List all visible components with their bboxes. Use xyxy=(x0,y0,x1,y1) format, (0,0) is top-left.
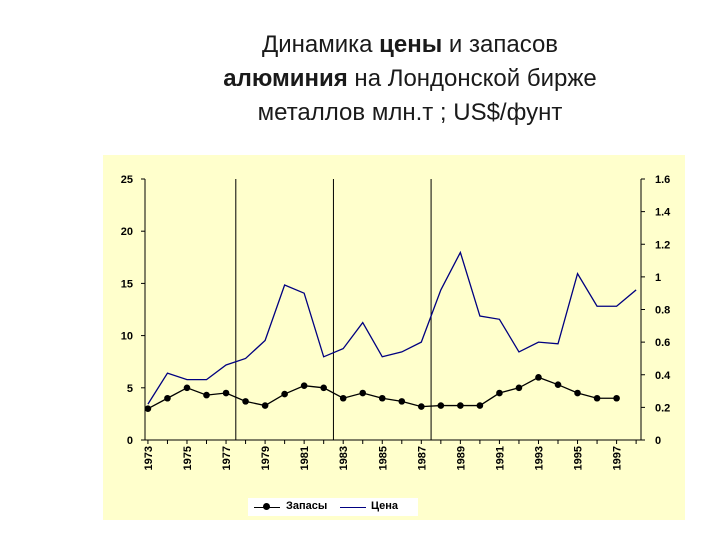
data-point-stocks xyxy=(554,381,562,388)
y-right-tick-label: 0.4 xyxy=(655,370,671,382)
title-text: Динамика xyxy=(261,31,380,58)
x-tick-label: 1987 xyxy=(416,446,428,470)
data-point-stocks xyxy=(476,402,484,409)
title-line-3: металлов млн.т ; US$/фунт xyxy=(160,96,660,130)
legend: Запасы Цена xyxy=(248,498,418,516)
data-point-stocks xyxy=(300,382,308,390)
data-point-stocks xyxy=(574,389,581,397)
y-right-tick-label: 0 xyxy=(655,435,661,447)
series-line-stocks xyxy=(147,376,617,410)
x-tick-label: 1973 xyxy=(143,446,155,470)
data-point-stocks xyxy=(515,384,523,392)
data-point-stocks xyxy=(144,405,152,412)
y-right-tick-label: 0.2 xyxy=(655,402,670,414)
x-tick-label: 1993 xyxy=(533,446,545,470)
title-line-1: Динамика цены и запасов xyxy=(160,28,660,62)
data-point-stocks xyxy=(242,398,249,405)
x-tick-label: 1981 xyxy=(299,446,311,470)
x-tick-label: 1977 xyxy=(221,446,233,470)
data-point-stocks xyxy=(593,394,601,402)
data-point-stocks xyxy=(359,389,367,397)
data-point-stocks xyxy=(535,374,542,381)
x-tick-label: 1997 xyxy=(612,446,624,470)
y-right-tick-label: 1 xyxy=(655,272,661,284)
title-text: металлов млн.т ; US$/фунт xyxy=(257,99,563,126)
data-point-stocks xyxy=(418,403,425,410)
data-point-stocks xyxy=(320,384,327,392)
y-left-tick-label: 15 xyxy=(121,278,133,290)
y-right-tick-label: 1.4 xyxy=(655,207,671,219)
data-point-stocks xyxy=(378,394,386,402)
data-point-stocks xyxy=(281,390,288,398)
y-right-tick-label: 0.8 xyxy=(655,305,670,317)
legend-label-price: Цена xyxy=(371,500,399,512)
y-left-tick-label: 10 xyxy=(121,331,133,343)
series-line-price xyxy=(147,250,637,405)
legend-swatch-stocks-marker xyxy=(263,503,270,510)
title-text: на Лондонской бирже xyxy=(347,65,597,92)
x-tick-label: 1991 xyxy=(494,446,506,470)
data-point-stocks xyxy=(398,398,406,405)
title-line-2: алюминия на Лондонской бирже xyxy=(160,62,660,96)
y-left-tick-label: 0 xyxy=(127,435,133,447)
title-bold-text: алюминия xyxy=(223,65,348,92)
data-point-stocks xyxy=(183,384,191,392)
data-point-stocks xyxy=(164,394,171,402)
y-left-tick-label: 5 xyxy=(127,383,133,395)
y-left-tick-label: 25 xyxy=(121,174,133,186)
x-tick-label: 1995 xyxy=(573,446,585,470)
legend-item-price: Цена xyxy=(340,500,415,514)
data-point-stocks xyxy=(613,394,620,402)
chart-title: Динамика цены и запасов алюминия на Лонд… xyxy=(160,28,660,130)
data-point-stocks xyxy=(222,389,230,397)
y-right-tick-label: 1.6 xyxy=(655,174,670,186)
chart-svg: 0 5 10 15 20 25 0 0.2 0.4 0.6 0.8 1 1.2 1.4 1.6 1973 197… xyxy=(121,174,671,470)
legend-item-stocks: Запасы xyxy=(254,500,334,514)
title-bold-text: цены xyxy=(379,31,443,58)
data-point-stocks xyxy=(203,391,210,399)
y-right-tick-label: 0.6 xyxy=(655,337,670,349)
x-tick-label: 1985 xyxy=(377,446,389,470)
data-point-stocks xyxy=(496,389,503,397)
legend-swatch-price-line xyxy=(340,507,366,508)
legend-label-stocks: Запасы xyxy=(286,500,328,512)
title-text: и запасов xyxy=(442,31,559,58)
x-tick-label: 1975 xyxy=(182,446,194,470)
data-point-stocks xyxy=(457,402,464,409)
x-tick-label: 1979 xyxy=(260,446,272,470)
x-tick-label: 1989 xyxy=(455,446,467,470)
y-left-tick-label: 20 xyxy=(121,226,133,238)
y-right-tick-label: 1.2 xyxy=(655,239,670,251)
data-point-stocks xyxy=(261,402,269,409)
x-tick-label: 1983 xyxy=(338,446,350,470)
data-point-stocks xyxy=(437,402,445,409)
chart-panel: 0 5 10 15 20 25 0 0.2 0.4 0.6 0.8 1 1.2 1.4 1.6 1973 197… xyxy=(103,155,685,520)
data-point-stocks xyxy=(339,394,347,402)
